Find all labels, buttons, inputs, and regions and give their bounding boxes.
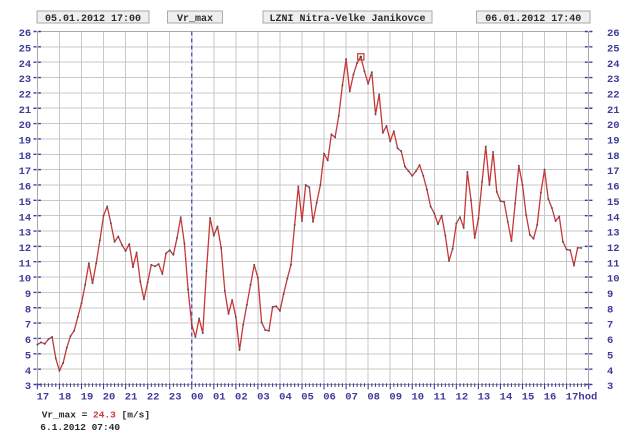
svg-text:23: 23 [19,74,32,86]
svg-text:19: 19 [19,136,32,148]
svg-text:07: 07 [345,392,358,404]
svg-text:00: 00 [191,392,204,404]
svg-text:17: 17 [37,392,50,404]
svg-text:09: 09 [389,392,402,404]
svg-text:10: 10 [607,274,620,286]
svg-text:Vr_max = 24.3 [m/s]: Vr_max = 24.3 [m/s] [42,409,150,420]
svg-text:11: 11 [607,258,620,270]
svg-text:08: 08 [367,392,380,404]
svg-text:21: 21 [19,105,32,117]
svg-text:6: 6 [25,335,31,347]
svg-text:5: 5 [607,350,613,362]
svg-text:19: 19 [81,392,94,404]
svg-text:16: 16 [607,182,620,194]
svg-text:7: 7 [607,320,613,332]
svg-text:3: 3 [607,381,613,393]
svg-text:14: 14 [607,212,620,224]
svg-text:9: 9 [607,289,613,301]
svg-text:18: 18 [59,392,72,404]
svg-text:06: 06 [323,392,336,404]
svg-text:14: 14 [19,212,32,224]
svg-text:11: 11 [19,258,32,270]
svg-text:10: 10 [19,274,32,286]
svg-text:5: 5 [25,350,31,362]
svg-text:21: 21 [125,392,138,404]
svg-text:LZNI Nitra-Velke Janikovce: LZNI Nitra-Velke Janikovce [269,13,425,25]
svg-text:20: 20 [103,392,116,404]
svg-text:12: 12 [19,243,32,255]
svg-text:17: 17 [19,166,32,178]
svg-text:04: 04 [279,392,292,404]
svg-text:13: 13 [607,228,620,240]
svg-text:14: 14 [500,392,513,404]
svg-text:22: 22 [19,89,32,101]
svg-text:7: 7 [25,320,31,332]
svg-text:4: 4 [25,366,31,378]
svg-text:05.01.2012 17:00: 05.01.2012 17:00 [45,14,141,25]
svg-text:19: 19 [607,136,620,148]
svg-text:22: 22 [147,392,160,404]
svg-text:18: 18 [607,151,620,163]
svg-text:24: 24 [607,59,620,71]
svg-text:15: 15 [607,197,620,209]
svg-text:16: 16 [544,392,557,404]
svg-text:02: 02 [235,392,248,404]
svg-text:24: 24 [19,59,32,71]
svg-text:3: 3 [25,381,31,393]
svg-text:25: 25 [607,43,620,55]
svg-text:15: 15 [19,197,32,209]
svg-text:03: 03 [257,392,270,404]
svg-text:20: 20 [607,120,620,132]
svg-text:23: 23 [169,392,182,404]
svg-text:Vr_max: Vr_max [177,14,213,25]
svg-text:11: 11 [434,392,447,404]
svg-text:18: 18 [19,151,32,163]
svg-text:22: 22 [607,89,620,101]
svg-text:4: 4 [607,366,613,378]
svg-text:16: 16 [19,182,32,194]
svg-text:9: 9 [25,289,31,301]
svg-text:20: 20 [19,120,32,132]
svg-text:6.1.2012 07:40: 6.1.2012 07:40 [40,422,120,433]
svg-text:15: 15 [522,392,535,404]
svg-text:12: 12 [456,392,469,404]
svg-text:13: 13 [19,228,32,240]
svg-text:26: 26 [19,28,32,40]
svg-text:01: 01 [213,392,226,404]
svg-text:10: 10 [411,392,424,404]
svg-text:8: 8 [607,304,613,316]
svg-text:8: 8 [25,304,31,316]
svg-text:25: 25 [19,43,32,55]
svg-text:17hod: 17hod [566,392,598,404]
svg-text:21: 21 [607,105,620,117]
svg-text:6: 6 [607,335,613,347]
svg-text:26: 26 [607,28,620,40]
svg-text:23: 23 [607,74,620,86]
svg-text:06.01.2012 17:40: 06.01.2012 17:40 [485,14,581,25]
svg-text:12: 12 [607,243,620,255]
svg-text:13: 13 [478,392,491,404]
svg-text:17: 17 [607,166,620,178]
svg-text:05: 05 [301,392,314,404]
